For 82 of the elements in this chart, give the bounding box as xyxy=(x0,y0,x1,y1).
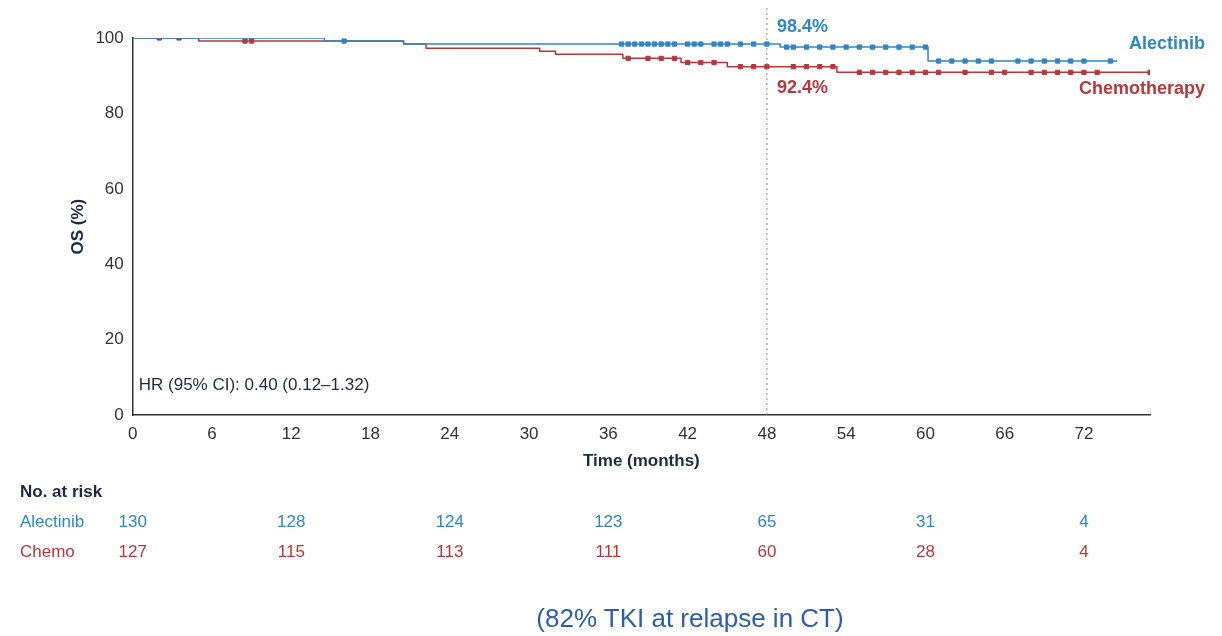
point xyxy=(698,59,704,66)
point xyxy=(645,55,651,61)
text: Alectinib xyxy=(20,511,85,531)
point xyxy=(658,41,664,47)
y-tick-label: 0 xyxy=(114,404,124,424)
text: 123 xyxy=(594,511,623,531)
point xyxy=(698,41,704,47)
y-tick-label: 40 xyxy=(104,254,124,274)
y-axis-title: OS (%) xyxy=(67,198,87,255)
point xyxy=(896,69,902,75)
point xyxy=(625,41,631,47)
y-tick-label: 100 xyxy=(95,27,124,47)
x-tick-label: 48 xyxy=(757,424,777,444)
point xyxy=(1081,69,1087,75)
text: No. at risk xyxy=(20,481,103,501)
x-axis-title: Time (months) xyxy=(582,451,700,471)
x-tick-label: 30 xyxy=(519,424,539,444)
point xyxy=(883,69,889,75)
series-label: Chemotherapy xyxy=(1078,78,1205,99)
text: 113 xyxy=(436,541,464,561)
point xyxy=(341,38,347,44)
text: Chemo xyxy=(20,541,75,561)
y-tick-label: 60 xyxy=(104,178,124,198)
point xyxy=(883,44,889,50)
x-tick-label: 12 xyxy=(281,424,301,444)
point xyxy=(830,44,836,50)
text: 128 xyxy=(277,511,306,531)
annotation: 92.4% xyxy=(776,76,828,97)
annotation: HR (95% CI): 0.40 (0.12–1.32) xyxy=(138,374,370,394)
point xyxy=(724,41,730,47)
series-label: Alectinib xyxy=(1128,32,1205,53)
text: 115 xyxy=(277,541,305,561)
point xyxy=(1028,69,1034,75)
x-tick-label: 42 xyxy=(678,424,698,444)
text: 28 xyxy=(915,541,935,561)
point xyxy=(1015,58,1021,64)
point xyxy=(962,58,968,64)
x-tick-label: 66 xyxy=(995,424,1015,444)
point xyxy=(658,55,664,61)
y-tick-label: 80 xyxy=(104,103,124,123)
text: 130 xyxy=(118,511,147,531)
point xyxy=(1028,58,1034,64)
point xyxy=(665,41,671,47)
x-tick-label: 0 xyxy=(128,424,138,444)
x-tick-label: 54 xyxy=(836,424,856,444)
point xyxy=(1094,69,1100,75)
point xyxy=(817,44,823,50)
point xyxy=(691,41,697,47)
point xyxy=(975,58,981,64)
annotation: 98.4% xyxy=(776,16,828,36)
text: 65 xyxy=(757,511,777,531)
text: 127 xyxy=(118,541,147,561)
text: 4 xyxy=(1079,541,1089,561)
point xyxy=(1081,58,1087,64)
x-tick-label: 60 xyxy=(915,424,935,444)
point xyxy=(711,59,717,66)
point xyxy=(625,55,631,61)
point xyxy=(949,58,955,64)
x-tick-label: 18 xyxy=(361,424,381,444)
text: 111 xyxy=(595,541,622,561)
point xyxy=(1068,58,1074,64)
point xyxy=(711,41,717,47)
x-tick-label: 72 xyxy=(1074,424,1094,444)
point xyxy=(817,64,823,70)
x-tick-label: 24 xyxy=(440,424,460,444)
point xyxy=(843,44,849,50)
point xyxy=(909,69,915,75)
point xyxy=(645,41,651,47)
point xyxy=(1068,69,1074,75)
x-tick-label: 36 xyxy=(598,424,618,444)
point xyxy=(632,41,638,47)
x-tick-label: 6 xyxy=(207,424,217,444)
text: 60 xyxy=(757,541,777,561)
point xyxy=(962,69,968,75)
point xyxy=(909,44,915,50)
point xyxy=(896,44,902,50)
point xyxy=(830,64,836,70)
text: (82% TKI at relapse in CT) xyxy=(536,603,844,634)
text: 4 xyxy=(1079,511,1089,531)
y-tick-label: 20 xyxy=(104,329,124,349)
text: 124 xyxy=(435,511,465,531)
text: 31 xyxy=(915,511,935,531)
